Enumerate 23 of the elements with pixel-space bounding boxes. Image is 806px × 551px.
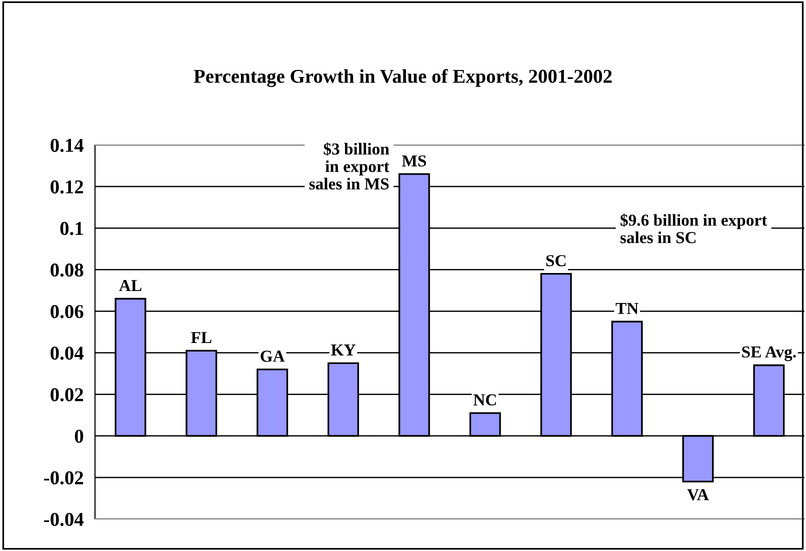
y-tick-label: -0.02	[44, 471, 84, 484]
y-tick-label: 0.08	[50, 263, 84, 277]
y-tick-label: 0.12	[50, 180, 84, 194]
y-tick-label: 0.14	[50, 138, 84, 152]
x-tick-label: SC	[546, 255, 566, 266]
x-tick-label: NC	[473, 394, 496, 406]
x-tick-label: TN	[616, 302, 638, 314]
y-tick-label: -0.04	[44, 512, 84, 526]
x-tick-label: SE Avg.	[742, 346, 796, 362]
x-tick-label: KY	[331, 344, 356, 356]
y-tick-label: 0	[74, 430, 84, 443]
annotation: $9.6 billion in export sales in SC	[620, 214, 768, 244]
x-tick-label: AL	[119, 280, 142, 292]
y-tick-label: 0.06	[50, 305, 84, 318]
y-tick-label: 0.02	[50, 388, 84, 402]
x-tick-label: FL	[191, 332, 212, 343]
y-tick-label: 0.04	[50, 346, 84, 360]
x-tick-label: MS	[402, 155, 426, 167]
annotation: $3 billion in export sales in MS	[309, 142, 390, 190]
y-tick-label: 0.1	[60, 222, 83, 236]
x-tick-label: GA	[260, 350, 285, 362]
x-tick-label: VA	[687, 489, 709, 500]
chart-title: Percentage Growth in Value of Exports, 2001-2002	[194, 69, 612, 87]
